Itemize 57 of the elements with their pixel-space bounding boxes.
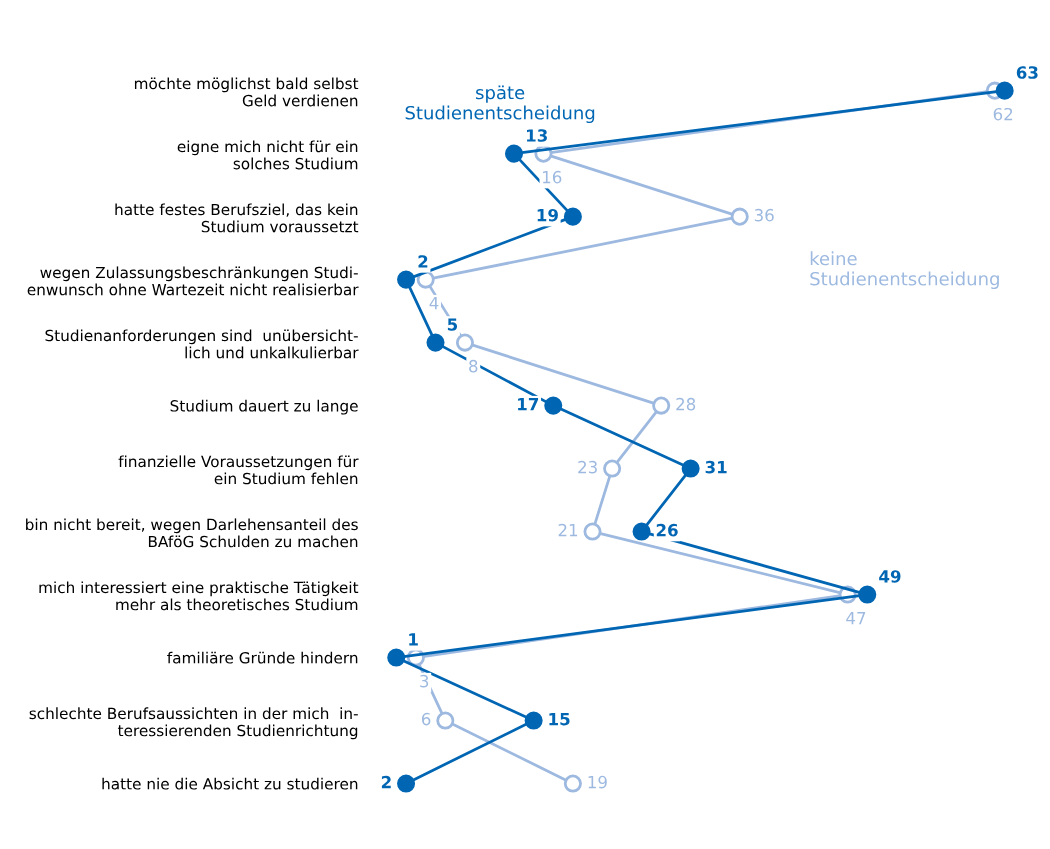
y-tick-label: familiäre Gründe hindern: [167, 651, 358, 664]
y-tick-label: möchte möglichst bald selbst Geld verdienen: [134, 77, 359, 107]
data-label: 4: [429, 297, 439, 310]
point: [397, 774, 416, 793]
point: [504, 144, 524, 163]
data-label: 13: [527, 129, 547, 142]
point: [426, 333, 445, 352]
data-label: 2: [418, 255, 428, 268]
data-label: 62: [993, 107, 1013, 121]
y-tick-label: Studium dauert zu lange: [170, 399, 358, 415]
point: [524, 711, 543, 730]
data-label: 49: [879, 570, 901, 583]
point: [652, 396, 671, 415]
data-label: 15: [549, 713, 570, 726]
data-label: 6: [421, 712, 431, 726]
series-label: späte Studienentscheidung: [405, 85, 595, 124]
point: [455, 333, 474, 352]
data-label: 5: [447, 318, 458, 331]
y-tick-label: eigne mich nicht für ein solches Studium: [177, 140, 358, 170]
y-tick-label: mich interessiert eine praktische Tätigkeit mehr als theoretisches Studium: [39, 581, 359, 611]
data-label: 23: [578, 460, 597, 474]
point: [583, 522, 602, 541]
data-label: 16: [543, 170, 562, 184]
data-label: 1: [409, 633, 418, 646]
point: [397, 270, 416, 289]
y-tick-label: finanzielle Voraussetzungen für ein Studium fehlen: [118, 455, 359, 485]
data-label: 28: [676, 397, 696, 411]
data-label: 19: [537, 208, 558, 222]
point: [681, 459, 700, 478]
point: [995, 81, 1014, 100]
point: [563, 774, 582, 793]
data-label: 17: [518, 398, 539, 411]
data-label: 21: [558, 523, 578, 537]
data-label: 36: [754, 208, 774, 222]
y-tick-label: wegen Zulassungsbeschränkungen Studi- enwunsch ohne Wartezeit nicht realisierbar: [27, 266, 359, 296]
point: [563, 207, 582, 226]
y-tick-label: schlechte Berufsaussichten in der mich in- teressierenden Studienrichtung: [29, 707, 358, 740]
point: [544, 396, 563, 415]
y-tick-label: Studienanforderungen sind unübersicht- lich und unkalkulierbar: [45, 329, 359, 359]
data-label: 19: [588, 775, 607, 789]
point: [436, 711, 455, 730]
y-tick-label: bin nicht bereit, wegen Darlehensanteil des BAföG Schulden zu machen: [26, 518, 358, 548]
data-label: 63: [1016, 66, 1038, 79]
data-label: 31: [705, 460, 727, 474]
point: [603, 459, 622, 478]
data-label: 2: [381, 775, 391, 789]
point: [632, 522, 651, 541]
text: keine Studienentscheidung: [810, 251, 999, 290]
data-label: 8: [469, 359, 478, 373]
data-label: 3: [420, 674, 429, 688]
y-tick-label: hatte nie die Absicht zu studieren: [102, 777, 358, 790]
point: [387, 648, 406, 667]
point: [858, 585, 877, 604]
y-tick-label: hatte festes Berufsziel, das kein Studium voraussetzt: [115, 203, 359, 233]
point: [730, 207, 749, 226]
data-label: 26: [656, 523, 678, 537]
data-label: 47: [846, 612, 866, 625]
